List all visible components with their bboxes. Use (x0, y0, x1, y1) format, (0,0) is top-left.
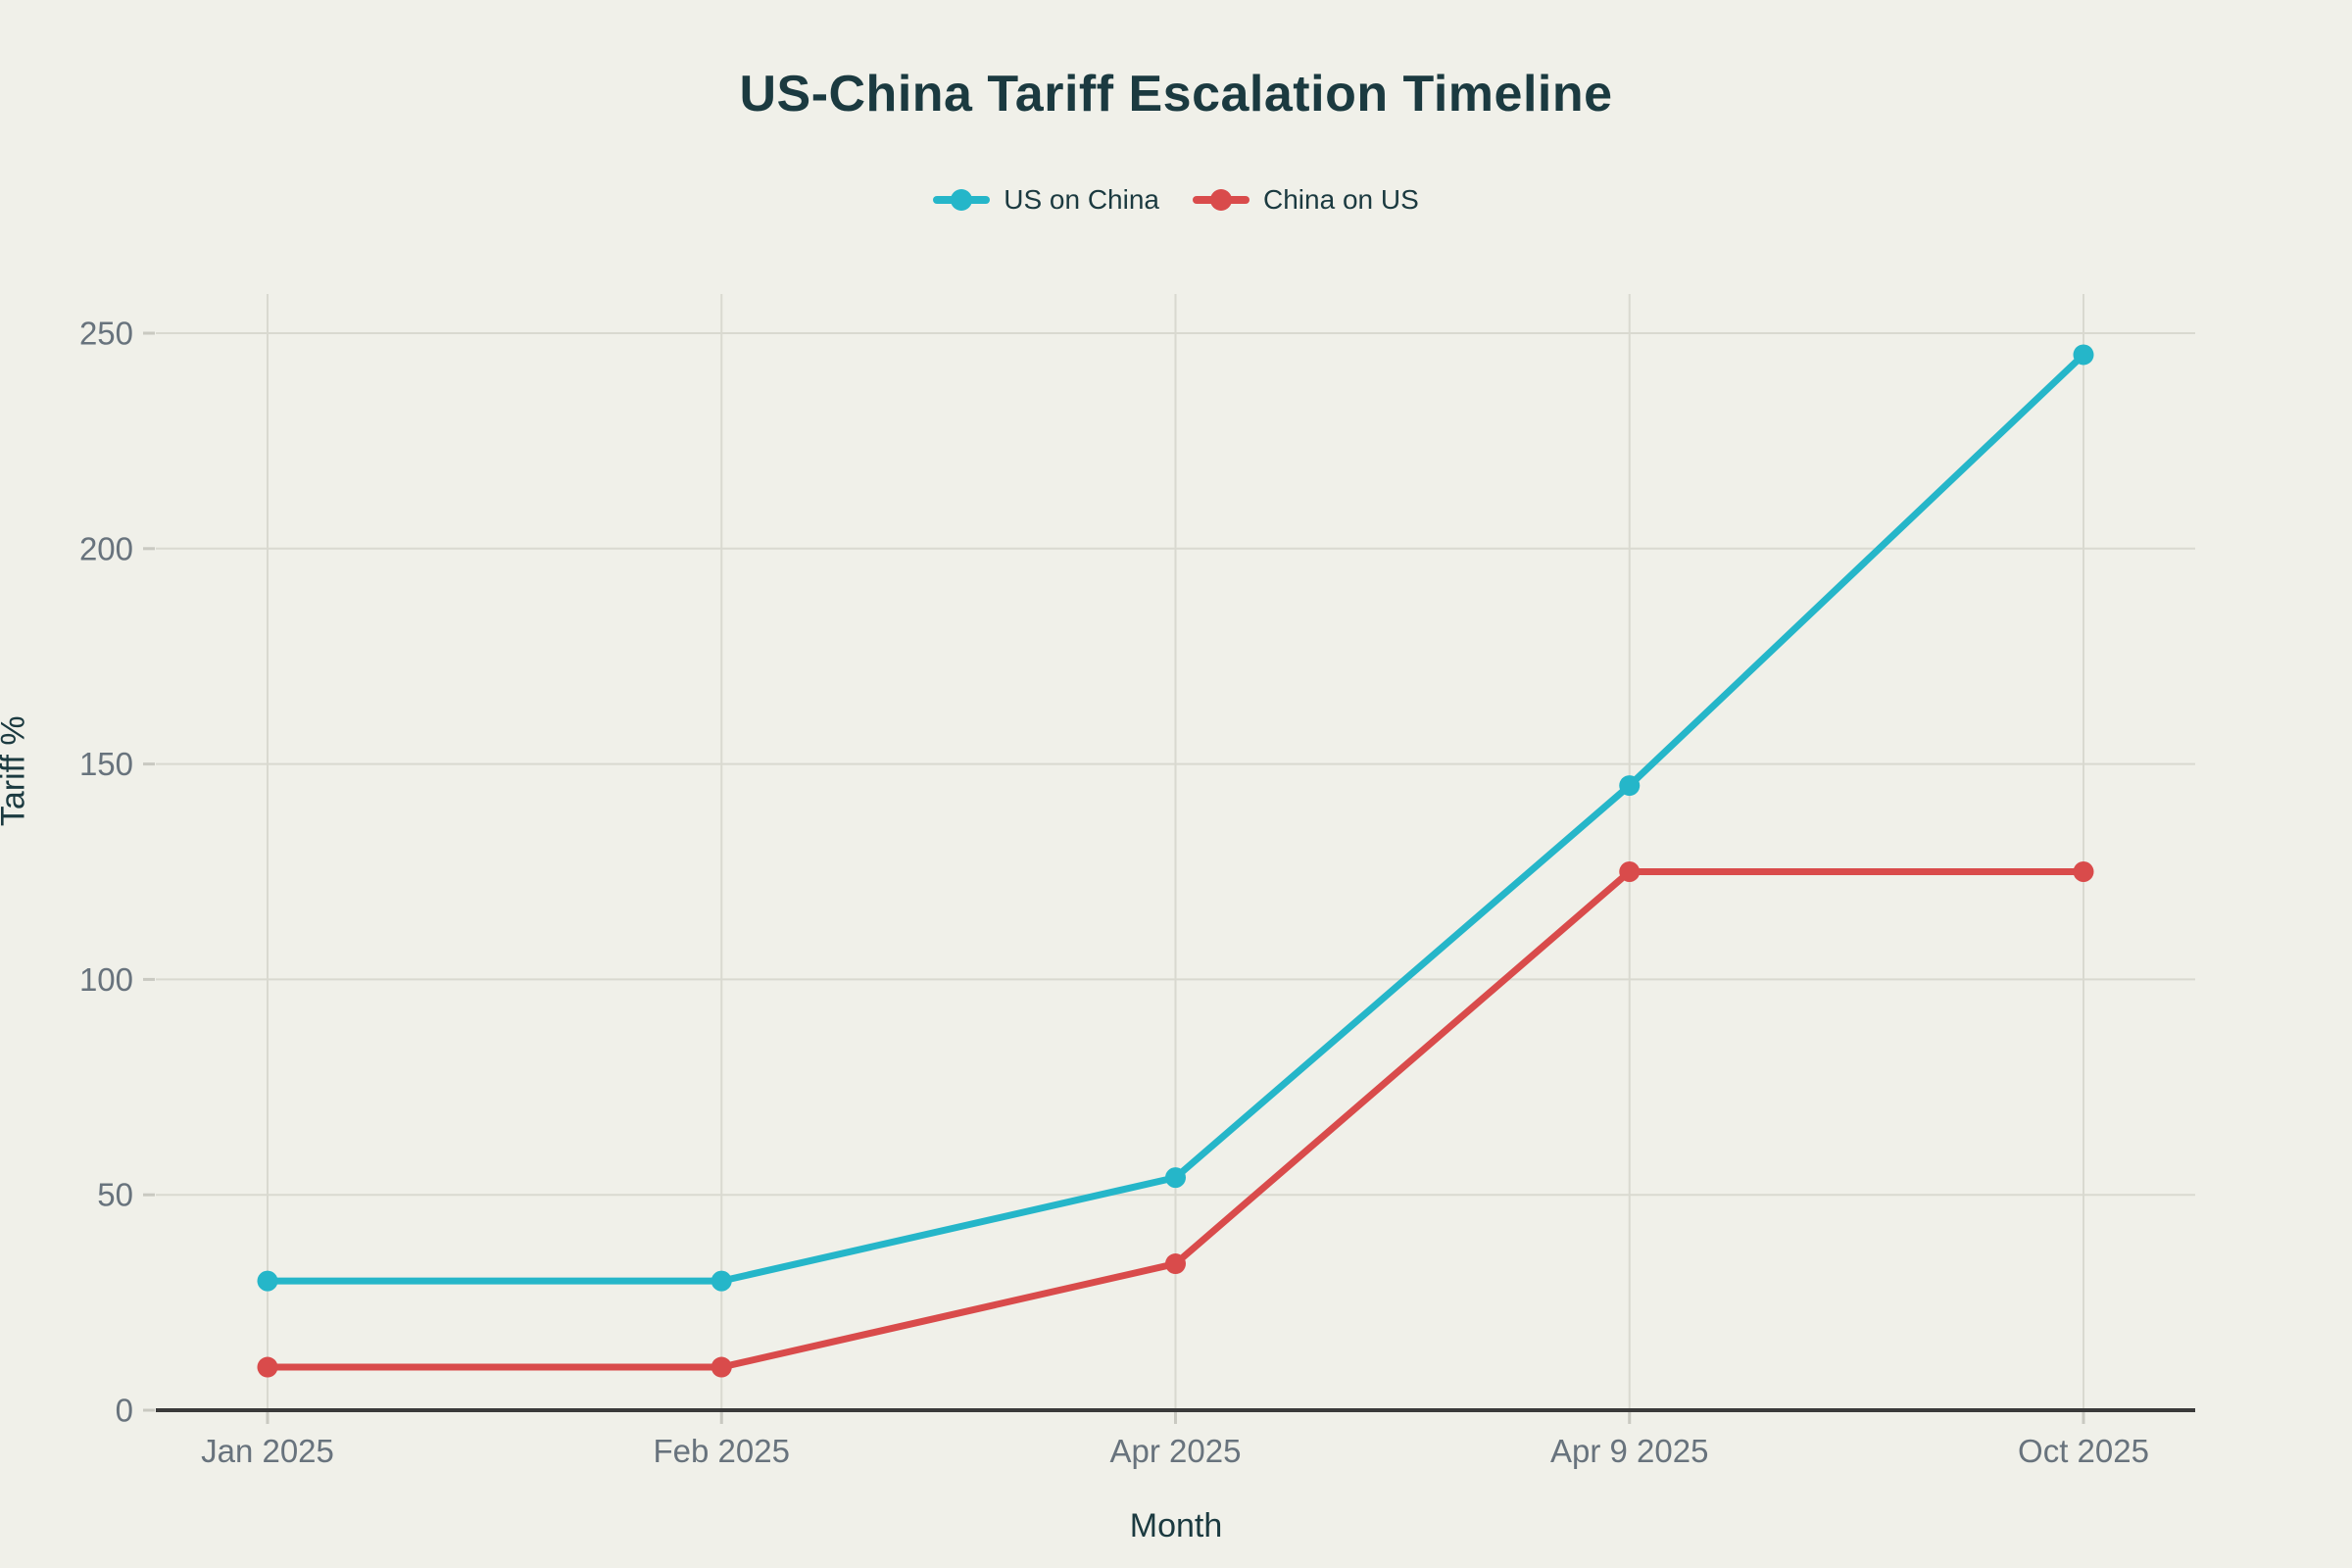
data-point-us-on-china-apr-2025 (1165, 1167, 1186, 1189)
legend-item-china-on-us[interactable]: China on US (1193, 184, 1419, 216)
y-tick-label-50: 50 (97, 1177, 133, 1213)
data-point-china-on-us-feb-2025 (710, 1356, 732, 1378)
x-tick-label-oct-2025: Oct 2025 (2018, 1433, 2149, 1469)
legend-marker-dot-us-on-china (951, 189, 973, 211)
data-point-us-on-china-jan-2025 (257, 1270, 278, 1292)
legend-marker-dot-china-on-us (1210, 189, 1232, 211)
x-tick-label-apr-2025: Apr 2025 (1110, 1433, 1242, 1469)
data-point-china-on-us-oct-2025 (2073, 861, 2094, 882)
y-tick-label-100: 100 (79, 961, 133, 998)
x-axis-title: Month (1129, 1507, 1223, 1544)
y-tick-label-250: 250 (79, 316, 133, 352)
y-tick-label-200: 200 (79, 530, 133, 566)
x-tick-label-feb-2025: Feb 2025 (654, 1433, 790, 1469)
y-tick-label-150: 150 (79, 746, 133, 782)
data-point-china-on-us-apr-9-2025 (1619, 861, 1641, 882)
legend-item-us-on-china[interactable]: US on China (933, 184, 1159, 216)
x-tick-label-jan-2025: Jan 2025 (201, 1433, 334, 1469)
legend-label-china-on-us: China on US (1263, 184, 1419, 215)
data-point-us-on-china-apr-9-2025 (1619, 775, 1641, 797)
legend-line-swatch-china-on-us (1193, 189, 1250, 211)
legend-label-us-on-china: US on China (1004, 184, 1159, 215)
data-point-china-on-us-jan-2025 (257, 1356, 278, 1378)
data-point-china-on-us-apr-2025 (1165, 1253, 1186, 1275)
legend: US on China China on US (0, 184, 2352, 216)
data-point-us-on-china-feb-2025 (710, 1270, 732, 1292)
data-point-us-on-china-oct-2025 (2073, 344, 2094, 366)
chart-title: US-China Tariff Escalation Timeline (739, 66, 1613, 122)
legend-line-swatch-us-on-china (933, 189, 991, 211)
y-tick-label-0: 0 (116, 1393, 133, 1429)
x-tick-label-apr-9-2025: Apr 9 2025 (1550, 1433, 1708, 1469)
